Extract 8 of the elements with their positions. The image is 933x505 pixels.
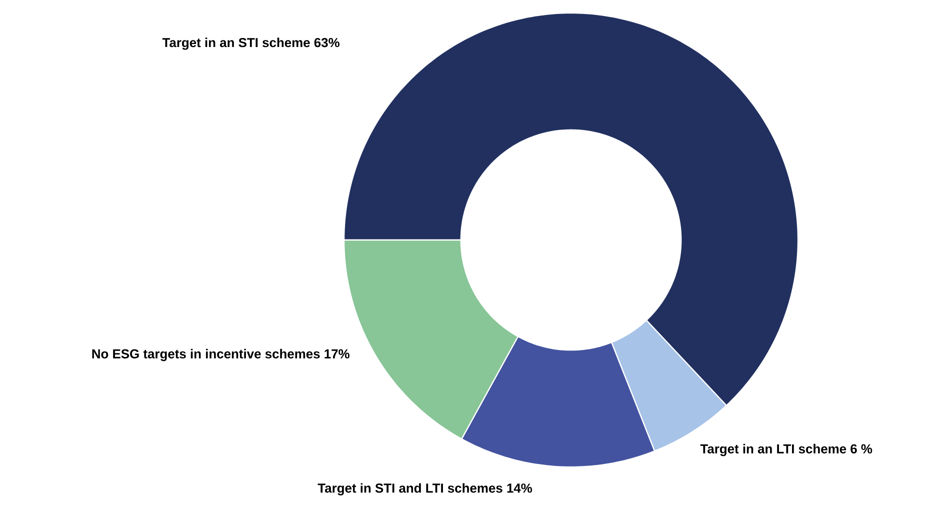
slice-label: No ESG targets in incentive schemes: [92, 348, 320, 362]
data-label: 6 %: [850, 444, 872, 454]
slice-label: Target in STI and LTI schemes: [318, 483, 502, 496]
data-label: 14%: [507, 484, 532, 493]
slice-label: Target in an LTI scheme: [700, 444, 846, 456]
data-label: 63%: [314, 38, 340, 48]
slice-label: Target in an STI scheme: [162, 38, 310, 50]
data-label: 17%: [324, 349, 350, 358]
